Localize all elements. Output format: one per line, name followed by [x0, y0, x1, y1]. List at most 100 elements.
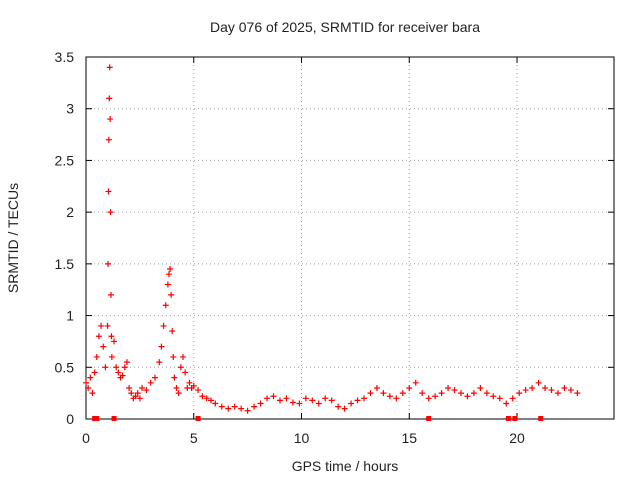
- data-point: [108, 353, 115, 360]
- data-point: [203, 395, 210, 402]
- plot-frame: [85, 56, 615, 420]
- data-points: [83, 64, 581, 421]
- data-point: [179, 353, 186, 360]
- x-axis-label: GPS time / hours: [292, 458, 399, 474]
- y-axis-label: SRMTID / TECUs: [5, 183, 21, 293]
- data-point: [134, 390, 141, 397]
- data-point: [257, 400, 264, 407]
- data-point: [160, 322, 167, 329]
- data-point: [107, 291, 114, 298]
- data-point: [126, 384, 133, 391]
- series-SRMTID: [83, 64, 581, 414]
- data-point: [496, 395, 503, 402]
- data-point: [354, 397, 361, 404]
- data-point: [102, 364, 109, 371]
- data-point: [104, 322, 111, 329]
- data-point: [373, 384, 380, 391]
- data-point: [470, 390, 477, 397]
- data-point: [503, 400, 510, 407]
- data-point: [509, 395, 516, 402]
- data-point: [328, 397, 335, 404]
- data-point: [516, 390, 523, 397]
- data-point: [170, 353, 177, 360]
- data-point: [335, 403, 342, 410]
- data-point: [136, 395, 143, 402]
- data-point: [432, 393, 439, 400]
- data-point: [207, 397, 214, 404]
- data-point: [139, 384, 146, 391]
- data-point: [175, 390, 182, 397]
- data-point: [156, 359, 163, 366]
- data-point: [105, 136, 112, 143]
- x-tick-label: 10: [294, 430, 310, 446]
- data-point: [182, 369, 189, 376]
- y-tick-label: 1: [66, 308, 74, 324]
- data-point: [107, 209, 114, 216]
- data-point: [132, 393, 139, 400]
- data-point: [367, 390, 374, 397]
- data-point: [251, 403, 258, 410]
- data-point: [98, 322, 105, 329]
- data-point: [231, 403, 238, 410]
- data-point: [151, 374, 158, 381]
- data-point: [113, 364, 120, 371]
- data-point: [270, 393, 277, 400]
- y-tick-label: 2: [66, 204, 74, 220]
- data-point: [164, 281, 171, 288]
- zero-marker: [538, 416, 544, 421]
- x-tick-label: 20: [509, 430, 525, 446]
- data-point: [162, 302, 169, 309]
- data-point: [529, 384, 536, 391]
- data-point: [190, 382, 197, 389]
- x-tick-label: 0: [82, 430, 90, 446]
- chart-title: Day 076 of 2025, SRMTID for receiver bar…: [210, 19, 480, 35]
- data-point: [91, 369, 98, 376]
- data-point: [380, 390, 387, 397]
- y-tick-label: 0.5: [55, 359, 75, 375]
- data-point: [93, 353, 100, 360]
- data-point: [83, 379, 89, 386]
- data-point: [283, 395, 290, 402]
- x-axis: 0 5 10 15 20: [82, 57, 525, 446]
- data-point: [158, 343, 165, 350]
- data-point: [177, 364, 184, 371]
- data-point: [451, 387, 458, 394]
- zero-marker: [505, 416, 511, 421]
- data-point: [341, 405, 348, 412]
- data-point: [218, 403, 225, 410]
- data-point: [87, 374, 94, 381]
- data-point: [107, 116, 114, 123]
- data-point: [542, 384, 549, 391]
- y-tick-label: 3.5: [55, 49, 75, 65]
- grid: [86, 57, 614, 419]
- data-point: [121, 364, 128, 371]
- data-point: [111, 338, 118, 345]
- data-point: [535, 379, 542, 386]
- data-point: [315, 400, 322, 407]
- data-point: [419, 390, 426, 397]
- data-point: [296, 400, 303, 407]
- data-point: [490, 393, 497, 400]
- data-point: [119, 372, 126, 379]
- data-point: [464, 393, 471, 400]
- zero-marker: [111, 416, 117, 421]
- data-point: [322, 395, 329, 402]
- data-point: [171, 374, 178, 381]
- data-point: [106, 95, 113, 102]
- data-point: [554, 390, 561, 397]
- data-point: [169, 328, 176, 335]
- data-point: [238, 405, 245, 412]
- data-point: [483, 390, 490, 397]
- data-point: [302, 395, 309, 402]
- data-point: [123, 359, 130, 366]
- data-point: [309, 397, 316, 404]
- data-point: [105, 188, 112, 195]
- data-point: [186, 379, 193, 386]
- data-point: [108, 333, 115, 340]
- data-point: [522, 387, 529, 394]
- data-point: [264, 395, 271, 402]
- data-point: [406, 384, 413, 391]
- data-point: [393, 395, 400, 402]
- data-point: [199, 393, 206, 400]
